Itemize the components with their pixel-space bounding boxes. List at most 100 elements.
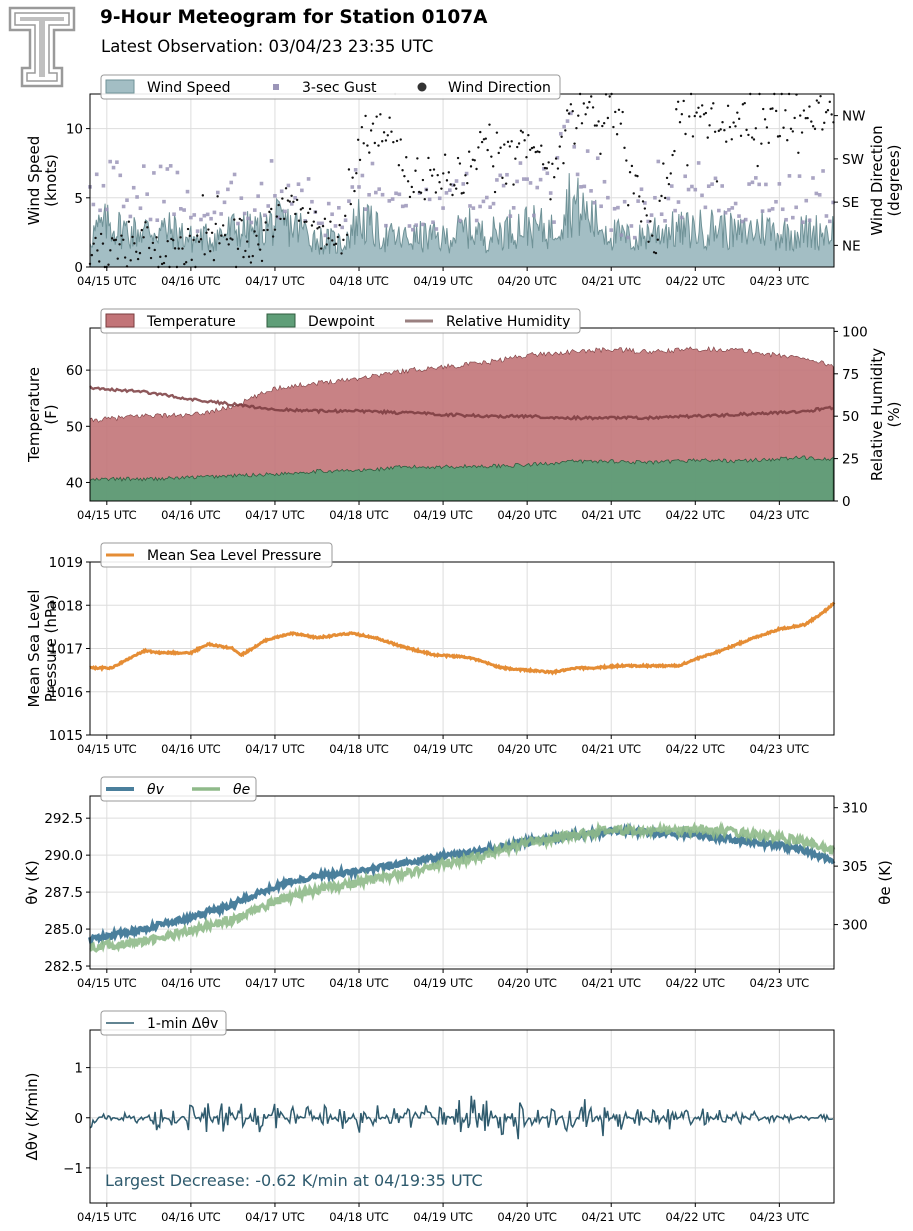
thermo-y-tick-label: 40 (66, 475, 83, 491)
wind-direction-point (212, 258, 216, 262)
gust-point (377, 187, 381, 191)
wind-direction-point (553, 176, 556, 179)
wind-direction-point (223, 234, 227, 237)
gust-point (481, 199, 486, 204)
wind-direction-point (382, 131, 386, 134)
gust-point (242, 211, 247, 216)
wind-direction-point (756, 164, 759, 168)
gust-point (693, 187, 698, 192)
gust-point (326, 201, 331, 206)
theta-x-tick-label: 04/15 UTC (77, 976, 137, 990)
gust-point (606, 195, 610, 200)
gust-point (384, 223, 388, 228)
wind-direction-point (641, 200, 645, 203)
wind-direction-point (282, 217, 286, 221)
wind-direction-point (308, 207, 312, 211)
wind-direction-point (728, 125, 732, 129)
wind-direction-point (623, 146, 626, 150)
gust-point (454, 179, 459, 183)
wind-direction-point (577, 114, 580, 117)
gust-point (226, 187, 230, 192)
wind-direction-point (536, 150, 539, 153)
wind-direction-point (649, 220, 652, 223)
gust-point (448, 188, 452, 192)
thermo-x-tick-label: 04/20 UTC (497, 508, 557, 522)
wind-direction-point (318, 225, 321, 229)
wind-direction-point (438, 181, 441, 184)
wind-direction-point (136, 257, 140, 261)
gust-point (501, 183, 506, 188)
gust-point (333, 224, 338, 228)
gust-point (632, 235, 637, 240)
wind-direction-point (419, 191, 423, 195)
gust-point (397, 192, 402, 197)
wind-direction-point (521, 131, 524, 134)
delta-y-tick-label: −1 (63, 1161, 83, 1177)
wind-x-tick-label: 04/17 UTC (245, 274, 305, 288)
pressure-x-tick-label: 04/19 UTC (413, 742, 473, 756)
wind-direction-point (388, 116, 391, 119)
wind-direction-point (131, 235, 134, 239)
gust-point (807, 218, 812, 223)
gust-point (774, 199, 778, 204)
wind-direction-point (797, 151, 800, 154)
wind-direction-point (510, 140, 513, 143)
gust-point (589, 189, 593, 193)
gust-point (239, 196, 244, 200)
wind-legend-label: Wind Direction (448, 80, 551, 96)
gust-point (394, 191, 398, 196)
theta-y2-tick-label: 300 (842, 918, 868, 934)
gust-point (696, 161, 701, 165)
thermo-legend-label: Dewpoint (308, 314, 375, 330)
gust-point (125, 198, 129, 202)
wind-direction-point (682, 99, 685, 103)
gust-point (343, 218, 348, 223)
delta-x-tick-label: 04/20 UTC (497, 1210, 557, 1224)
wind-direction-point (403, 174, 406, 178)
pressure-y-tick-label: 1018 (49, 598, 83, 614)
gust-point (427, 197, 432, 202)
thermo-x-tick-label: 04/18 UTC (329, 508, 389, 522)
thermo-y2-tick-label: 0 (842, 494, 851, 510)
gust-point (152, 171, 156, 175)
gust-point (300, 188, 304, 193)
gust-point (316, 221, 321, 226)
wind-direction-point (186, 227, 190, 231)
gust-point (367, 192, 371, 197)
gust-point (794, 205, 798, 210)
wind-direction-point (325, 243, 328, 246)
gust-point (764, 182, 768, 187)
gust-point (683, 174, 687, 179)
gust-point (101, 183, 106, 188)
gust-point (340, 225, 345, 230)
wind-direction-point (802, 109, 806, 112)
wind-direction-point (660, 194, 663, 198)
wind-x-tick-label: 04/22 UTC (665, 274, 725, 288)
gust-point (400, 204, 405, 209)
wind-direction-point (466, 181, 469, 185)
wind-direction-point (266, 228, 269, 232)
gust-point (94, 172, 99, 177)
delta-x-tick-label: 04/23 UTC (750, 1210, 810, 1224)
gust-point (131, 185, 136, 190)
wind-direction-point (647, 240, 650, 244)
wind-y-tick-label: 5 (74, 191, 83, 207)
gust-point (636, 199, 640, 203)
gust-point (700, 193, 704, 198)
gust-point (555, 155, 560, 160)
gust-point (518, 161, 523, 165)
wind-direction-point (601, 124, 604, 128)
pressure-x-tick-label: 04/17 UTC (245, 742, 305, 756)
wind-direction-point (196, 234, 199, 237)
wind-direction-point (782, 126, 785, 129)
page-title: 9-Hour Meteogram for Station 0107A (100, 7, 488, 28)
gust-point (303, 219, 308, 223)
gust-point (733, 201, 738, 206)
wind-direction-point (197, 240, 201, 243)
gust-point (747, 182, 751, 186)
wind-direction-point (170, 237, 173, 241)
wind-direction-point (514, 157, 517, 160)
wind-direction-point (817, 101, 820, 104)
wind-direction-point (207, 228, 210, 231)
wind-direction-point (221, 224, 225, 227)
